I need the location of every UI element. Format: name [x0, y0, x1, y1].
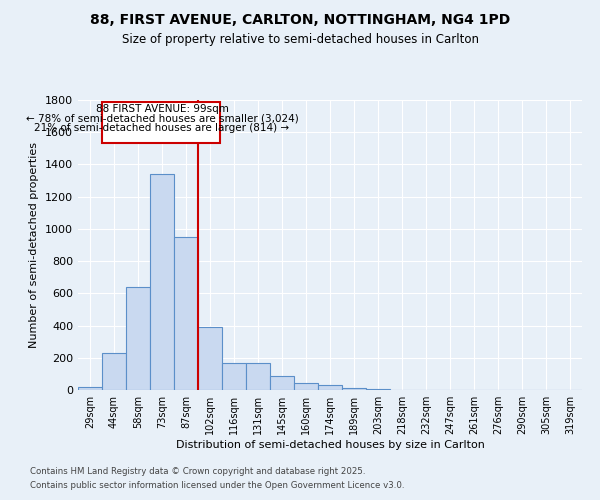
Text: ← 78% of semi-detached houses are smaller (3,024): ← 78% of semi-detached houses are smalle…: [26, 114, 298, 124]
Text: 88 FIRST AVENUE: 99sqm: 88 FIRST AVENUE: 99sqm: [95, 104, 229, 114]
Bar: [294, 383, 318, 390]
Bar: [102, 353, 126, 390]
Bar: [222, 364, 246, 390]
Bar: [126, 287, 150, 390]
FancyBboxPatch shape: [102, 102, 220, 142]
Text: Size of property relative to semi-detached houses in Carlton: Size of property relative to semi-detach…: [121, 32, 479, 46]
Bar: [366, 389, 390, 390]
Text: 21% of semi-detached houses are larger (814) →: 21% of semi-detached houses are larger (…: [34, 124, 290, 134]
X-axis label: Distribution of semi-detached houses by size in Carlton: Distribution of semi-detached houses by …: [176, 440, 484, 450]
Y-axis label: Number of semi-detached properties: Number of semi-detached properties: [29, 142, 40, 348]
Bar: [78, 387, 102, 390]
Bar: [270, 376, 294, 390]
Text: Contains HM Land Registry data © Crown copyright and database right 2025.: Contains HM Land Registry data © Crown c…: [30, 467, 365, 476]
Bar: [342, 388, 366, 390]
Bar: [150, 174, 174, 390]
Bar: [174, 237, 198, 390]
Bar: [246, 364, 270, 390]
Bar: [318, 385, 342, 390]
Text: 88, FIRST AVENUE, CARLTON, NOTTINGHAM, NG4 1PD: 88, FIRST AVENUE, CARLTON, NOTTINGHAM, N…: [90, 12, 510, 26]
Text: Contains public sector information licensed under the Open Government Licence v3: Contains public sector information licen…: [30, 481, 404, 490]
Bar: [198, 327, 222, 390]
